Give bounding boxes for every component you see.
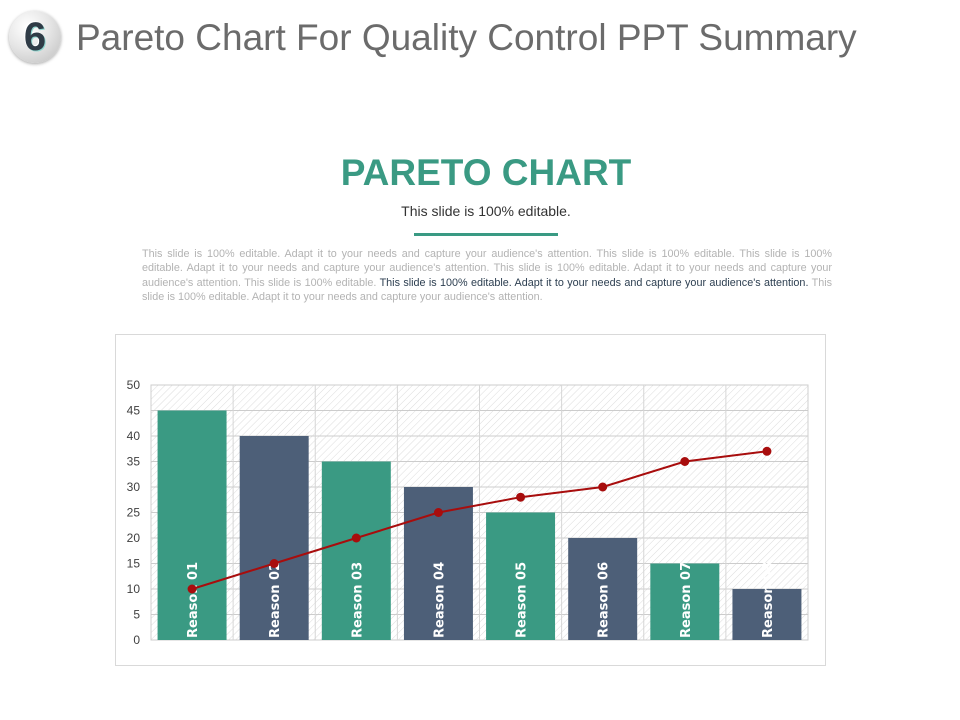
section-subtitle: This slide is 100% editable.	[401, 203, 571, 219]
y-tick-label: 30	[127, 480, 141, 494]
bar	[239, 436, 309, 640]
data-point	[433, 508, 443, 517]
y-tick-label: 20	[127, 531, 141, 545]
y-axis-ticks: 0 5 10 15 20 25 30 35 40 45 50	[127, 378, 141, 647]
data-point	[351, 533, 361, 543]
section-title: PARETO CHART	[340, 152, 632, 193]
data-point	[762, 446, 772, 456]
x-tick-label: Reason 06	[597, 562, 612, 638]
x-tick-label: Reason 04	[432, 562, 447, 638]
cumulative-line	[187, 446, 772, 594]
y-tick-label: 25	[127, 506, 141, 520]
y-tick-label: 45	[127, 404, 141, 418]
slide-header: 6 Pareto Chart For Quality Control PPT S…	[0, 0, 960, 80]
data-point	[269, 559, 279, 568]
x-tick-label: Reason 07	[679, 562, 694, 638]
title-underline	[414, 233, 558, 236]
body-text-highlight: This slide is 100% editable. Adapt it to…	[379, 276, 809, 289]
y-tick-label: 5	[133, 608, 140, 622]
x-tick-label: Reason 03	[350, 562, 365, 638]
bar	[650, 563, 720, 640]
y-tick-label: 50	[127, 378, 141, 392]
x-tick-label: Reason 08	[761, 562, 776, 638]
bar	[486, 512, 556, 640]
x-axis-labels: Reason 01 Reason 02 Reason 03 Reason 04 Reas…	[186, 562, 776, 638]
y-tick-label: 0	[133, 633, 140, 647]
series-line	[191, 450, 768, 590]
y-tick-label: 10	[127, 582, 141, 596]
slide-title: Pareto Chart For Quality Control PPT Sum…	[76, 17, 857, 58]
body-text-part3: This slide is 100% editable. Adapt it to…	[142, 276, 833, 304]
bar	[732, 589, 802, 640]
bar	[157, 410, 227, 640]
x-tick-label: Reason 02	[268, 562, 283, 638]
data-point	[680, 457, 690, 466]
slide-number-badge: 6	[9, 11, 61, 63]
x-tick-label: Reason 01	[186, 562, 201, 638]
slide-number: 6	[23, 15, 47, 59]
body-text-part1: This slide is 100% editable. Adapt it to…	[142, 248, 832, 289]
y-tick-label: 35	[127, 455, 141, 469]
data-point	[187, 584, 197, 594]
y-tick-label: 15	[127, 557, 141, 571]
y-tick-label: 40	[127, 429, 141, 443]
bar	[568, 538, 638, 640]
data-point	[598, 482, 608, 492]
x-tick-label: Reason 05	[515, 562, 530, 638]
bar	[321, 461, 391, 640]
chart-frame: 0 5 10 15 20 25 30 35 40 45 50 Reason 01 Reason 02 R…	[115, 334, 826, 666]
data-point	[516, 492, 526, 502]
body-paragraph: This slide is 100% editable. Adapt it to…	[142, 247, 832, 305]
